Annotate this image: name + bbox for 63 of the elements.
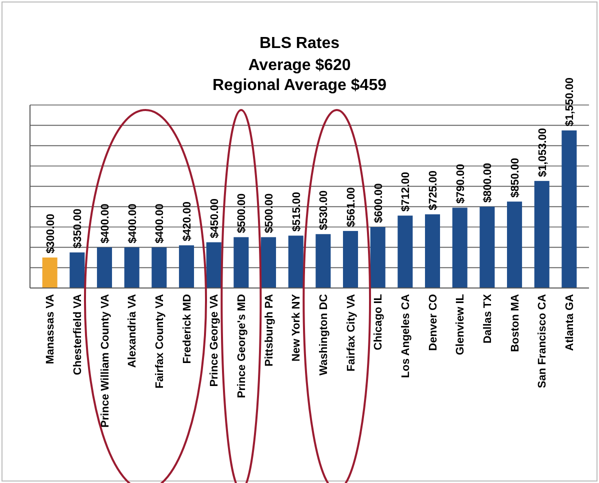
x-tick-label: Manassas VA [44,294,57,364]
bar [96,247,112,288]
x-tick-label: Fairfax County VA [154,294,166,389]
x-tick-label: Pittsburgh PA [263,294,276,367]
x-tick-label: Fairfax City VA [345,294,358,372]
data-label: $515.00 [290,192,303,232]
x-tick-label: San Francisco CA [536,294,549,388]
bar [42,258,58,288]
bar [234,237,249,288]
data-label: $500.00 [236,193,248,234]
x-tick-label: Prince George's MD [236,294,248,398]
bar [398,216,413,288]
data-label: $530.00 [318,190,330,230]
x-tick-label: Chicago IL [372,294,385,350]
x-tick-label: Glenview IL [454,294,467,356]
data-label: $1,053.00 [536,128,549,177]
bar [424,214,440,288]
bar [70,252,85,288]
data-label: $600.00 [372,183,385,223]
bar [534,180,550,288]
data-label: $350.00 [72,208,84,248]
bar [178,245,194,288]
x-tick-label: Los Angeles CA [400,294,412,378]
data-label: $500.00 [264,193,276,234]
data-label: $300.00 [44,214,57,254]
data-label: $850.00 [510,158,522,198]
x-tick-label: New York NY [290,293,303,362]
chart-title: BLS Rates [259,35,340,52]
bar [562,130,577,288]
bar [124,247,140,288]
bar [480,206,495,288]
bar [206,242,222,288]
data-label: $790.00 [454,164,467,204]
bar [316,234,331,288]
x-tick-label: Prince William County VA [99,294,112,428]
data-label: $712.00 [400,172,412,212]
bar [152,247,167,288]
data-label: $1,550.00 [564,77,576,126]
chart-subtitle: Average $620 [248,57,351,74]
bar [288,236,304,288]
data-label: $400.00 [99,204,112,244]
data-label: $725.00 [428,170,440,210]
data-label: $420.00 [181,202,194,242]
data-label: $400.00 [154,204,166,244]
bar [342,230,358,288]
data-label: $800.00 [482,162,494,203]
x-tick-label: Frederick MD [181,294,194,364]
bar [260,237,276,288]
x-tick-label: Alexandria VA [126,294,139,368]
bar [452,208,468,288]
x-tick-label: Denver CO [427,294,440,351]
x-tick-label: Boston MA [509,294,522,352]
text: Regional Average $459 [212,77,387,94]
x-tick-label: Dallas TX [482,293,494,344]
x-tick-label: Washington DC [318,294,330,376]
x-tick-label: Chesterfield VA [72,294,84,376]
bar [506,202,522,288]
x-tick-label: Atlanta GA [564,294,576,351]
data-label: $561.00 [346,187,358,227]
data-label: $400.00 [126,204,139,244]
data-label: $450.00 [208,198,221,238]
x-tick-label: Prince George VA [208,294,221,387]
bar [370,227,386,288]
